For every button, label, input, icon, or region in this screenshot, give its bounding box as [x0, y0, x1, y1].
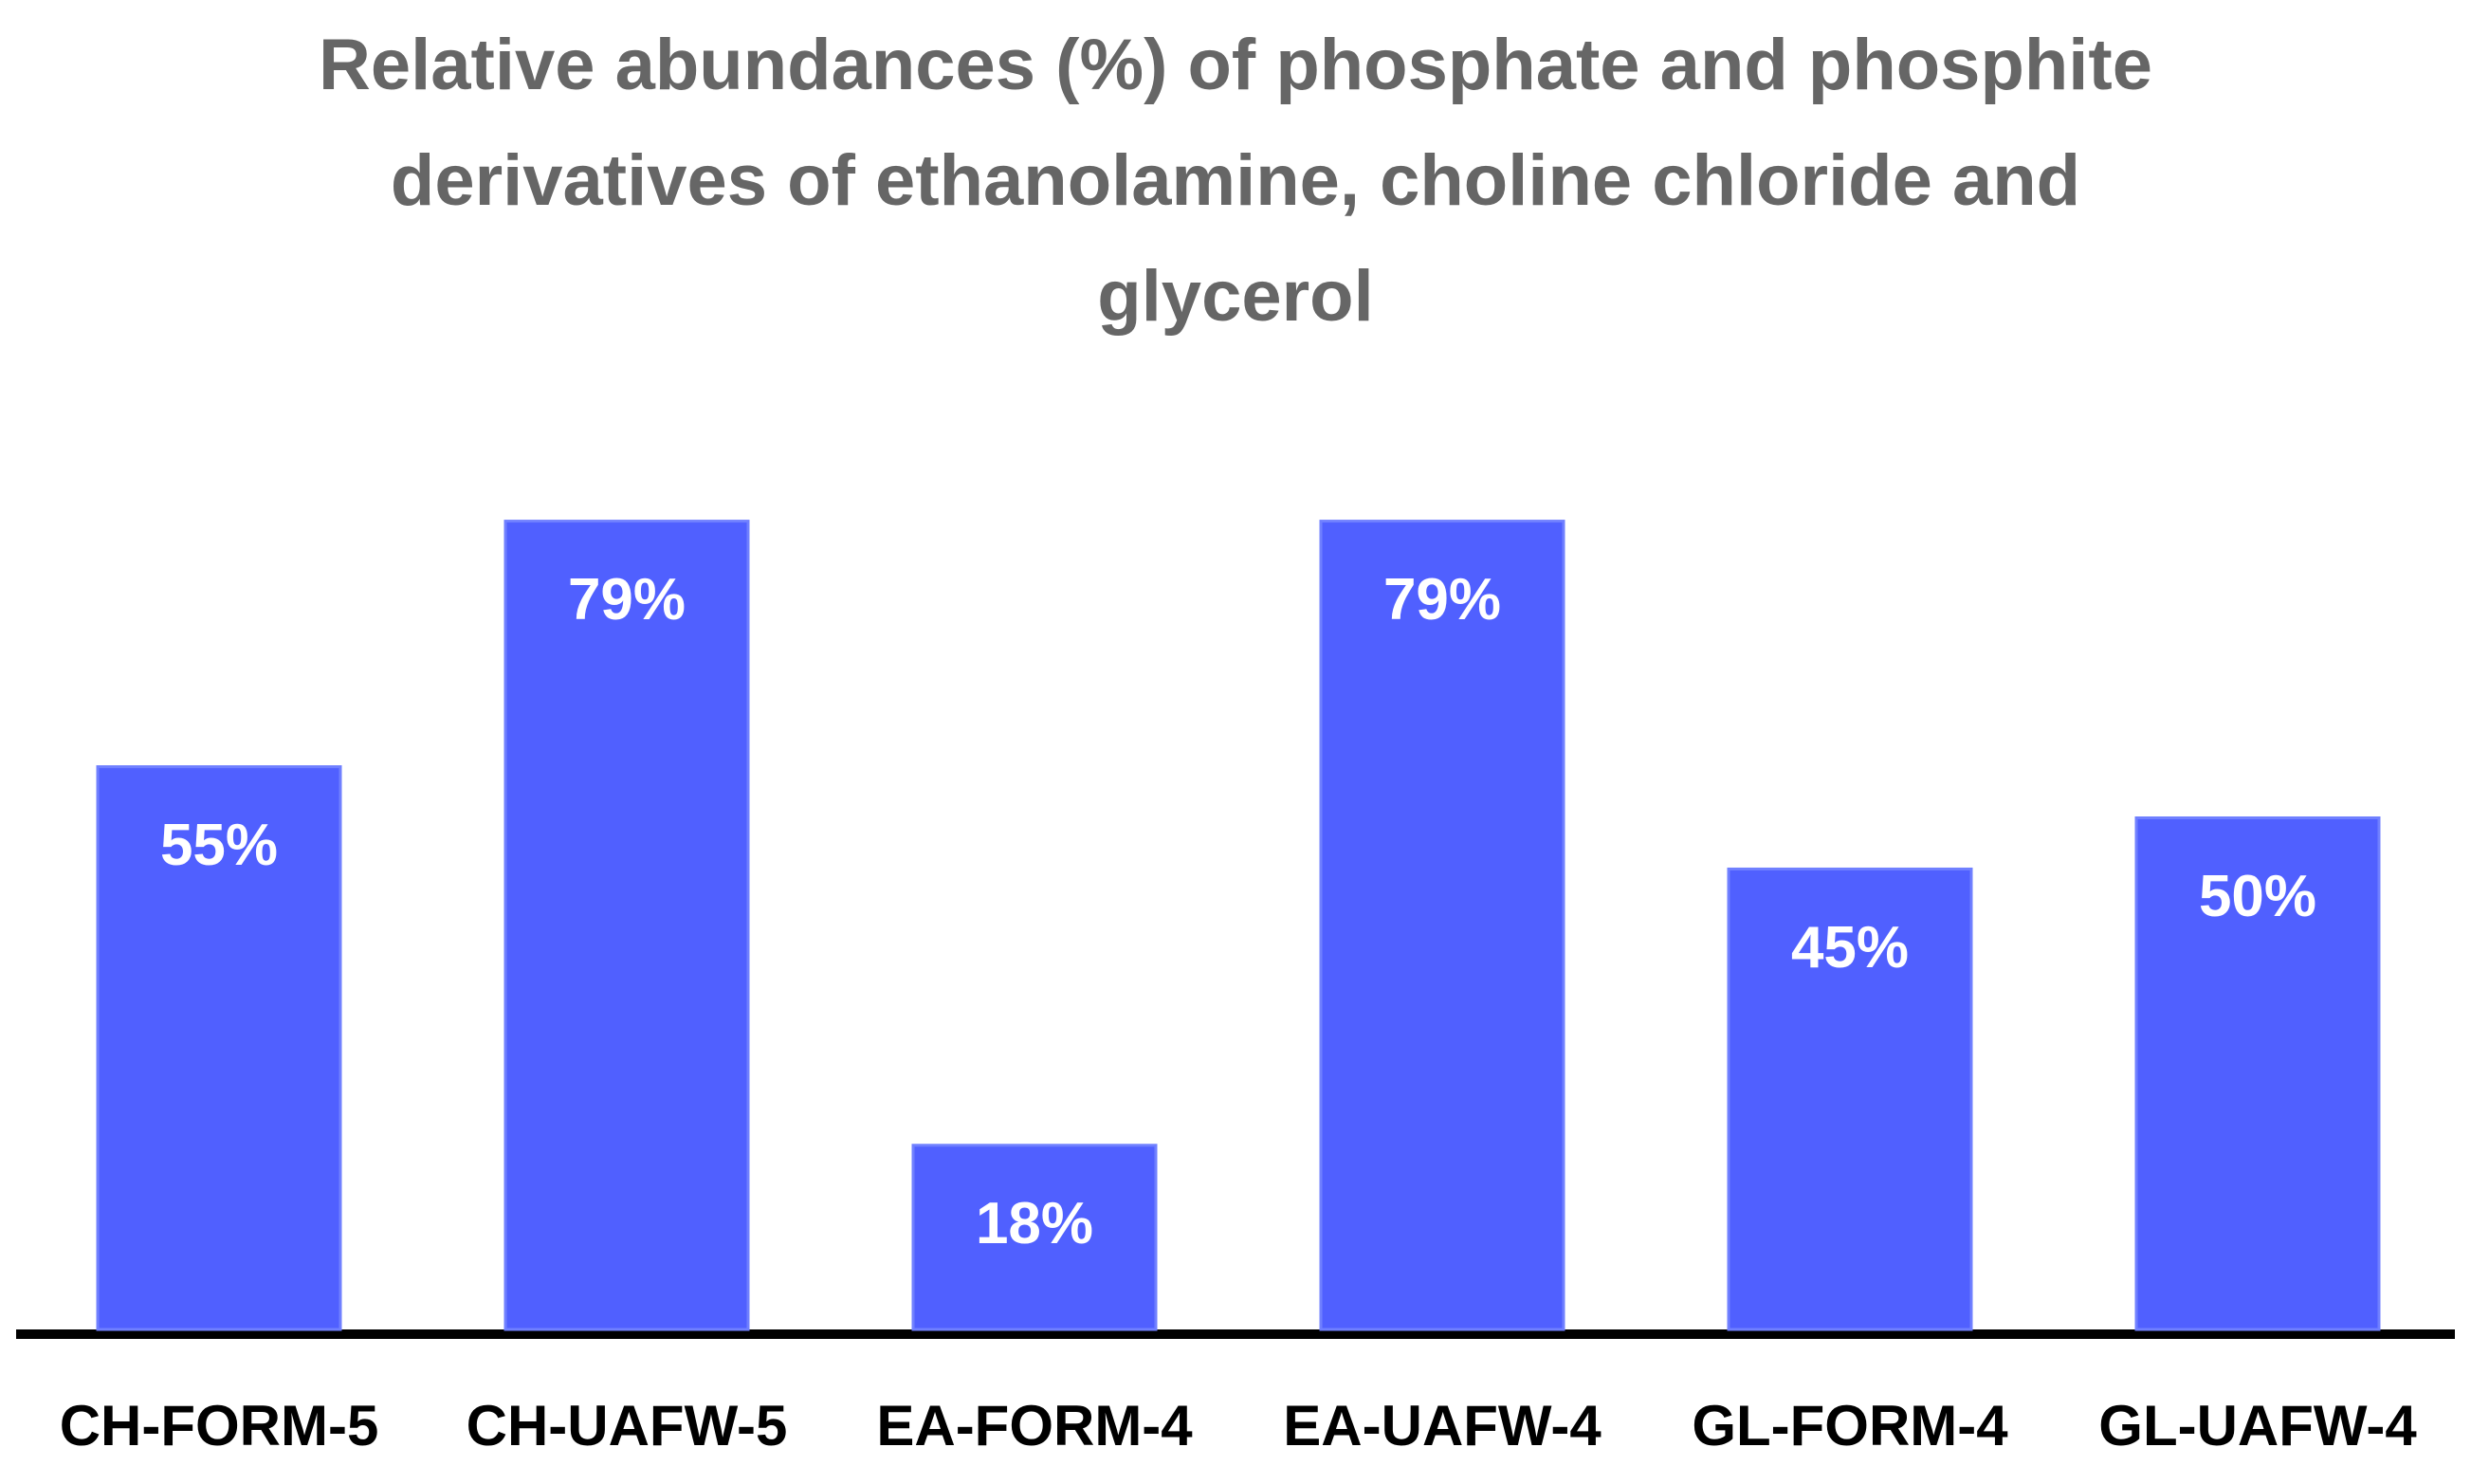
- x-tick-label: GL-FORM-4: [1692, 1394, 2008, 1457]
- x-tick-label: GL-UAFW-4: [2098, 1394, 2417, 1457]
- value-label: 55%: [160, 813, 278, 878]
- bar: [96, 765, 342, 1331]
- bar: [2134, 816, 2381, 1331]
- bar: [911, 1144, 1158, 1331]
- value-label: 45%: [1791, 915, 1909, 980]
- x-tick-label: CH-FORM-5: [60, 1394, 379, 1457]
- bar: [1727, 867, 1973, 1331]
- bar: [503, 520, 750, 1331]
- value-label: 50%: [2199, 864, 2316, 929]
- value-label: 79%: [1383, 567, 1501, 632]
- value-label: 18%: [976, 1191, 1093, 1256]
- x-tick-label: EA-UAFW-4: [1283, 1394, 1602, 1457]
- x-tick-label: EA-FORM-4: [876, 1394, 1193, 1457]
- x-tick-label: CH-UAFW-5: [467, 1394, 788, 1457]
- bar: [1319, 520, 1565, 1331]
- chart-title: Relative abundances (%) of phosphate and…: [319, 25, 2152, 337]
- value-label: 79%: [568, 567, 686, 632]
